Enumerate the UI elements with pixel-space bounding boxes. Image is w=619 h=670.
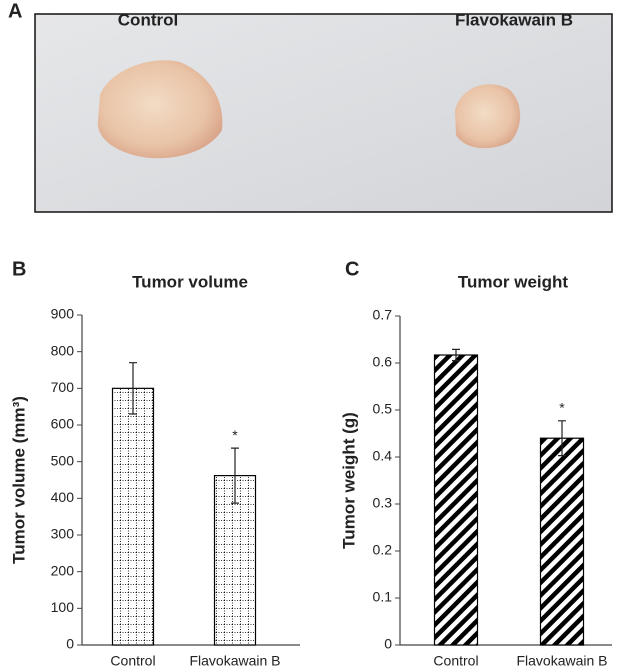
- y-tick-label: 0: [384, 636, 392, 652]
- error-bar: [558, 420, 566, 457]
- y-axis-label: Tumor volume (mm³): [9, 396, 28, 564]
- significance-mark: *: [559, 400, 565, 416]
- y-tick-label: 0.4: [373, 448, 393, 464]
- tumor-control: [97, 60, 223, 159]
- photo-label: Flavokawain B: [455, 10, 573, 29]
- panel-letter: C: [345, 258, 359, 280]
- y-tick-label: 0.3: [373, 495, 393, 511]
- tumor-treated: [455, 84, 521, 149]
- y-tick-label: 500: [51, 452, 75, 468]
- chart-title: Tumor volume: [132, 272, 248, 291]
- x-tick-label: Control: [433, 653, 478, 669]
- x-tick-label: Flavokawain B: [189, 653, 280, 669]
- bar: [433, 354, 479, 646]
- y-tick-label: 200: [51, 562, 75, 578]
- chart-title: Tumor weight: [458, 272, 569, 291]
- y-tick-label: 0.2: [373, 542, 393, 558]
- significance-mark: *: [232, 427, 238, 443]
- x-tick-label: Flavokawain B: [516, 653, 607, 669]
- y-tick-label: 800: [51, 342, 75, 358]
- y-tick-label: 700: [51, 379, 75, 395]
- y-tick-label: 900: [51, 306, 75, 322]
- y-tick-label: 400: [51, 489, 75, 505]
- bar: [539, 437, 585, 646]
- panel-letter: B: [12, 258, 26, 280]
- y-tick-label: 0: [66, 636, 74, 652]
- y-tick-label: 600: [51, 416, 75, 432]
- y-tick-label: 0.1: [373, 589, 393, 605]
- y-tick-label: 100: [51, 599, 75, 615]
- chart: B Tumor volume Tumor volume (mm³) 0 100 200 30…: [9, 258, 300, 669]
- y-axis-label: Tumor weight (g): [339, 412, 358, 549]
- photo-label: Control: [118, 10, 178, 29]
- y-tick-label: 0.5: [373, 401, 393, 417]
- panel-a: A Control Flavokawain B: [8, 0, 613, 213]
- y-tick-label: 0.7: [373, 307, 393, 323]
- y-tick-label: 0.6: [373, 354, 393, 370]
- error-bar: [231, 447, 239, 504]
- chart: C Tumor weight Tumor weight (g) 0 0.1 0.2 0.3 0…: [339, 258, 612, 669]
- bar: [111, 387, 155, 646]
- error-bar: [452, 348, 460, 362]
- y-tick-label: 300: [51, 526, 75, 542]
- bar: [213, 475, 257, 646]
- error-bar: [129, 362, 137, 415]
- panel-letter: A: [8, 0, 22, 22]
- x-tick-label: Control: [110, 653, 155, 669]
